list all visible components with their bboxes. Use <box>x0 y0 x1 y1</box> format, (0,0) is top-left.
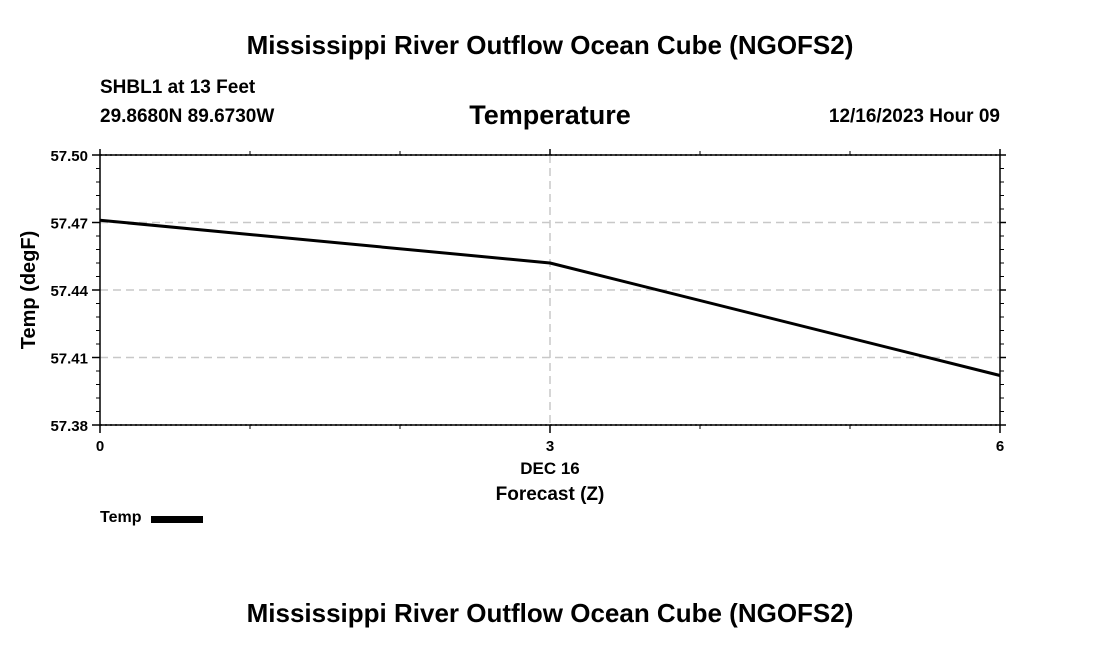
x-tick-label: 3 <box>546 438 554 455</box>
x-axis-label: Forecast (Z) <box>496 484 605 505</box>
y-tick-label: 57.44 <box>50 283 88 300</box>
legend-label-temp: Temp <box>100 509 142 526</box>
legend-swatch-temp <box>151 516 204 523</box>
station-label: SHBL1 at 13 Feet <box>100 77 256 98</box>
x-tick-labels: 0 3 6 <box>96 438 1004 455</box>
forecast-datetime: 12/16/2023 Hour 09 <box>828 106 1000 127</box>
chart-main-title: Mississippi River Outflow Ocean Cube (NG… <box>246 30 854 60</box>
grid-layer <box>100 154 1000 426</box>
variable-title: Temperature <box>469 100 631 130</box>
series-layer <box>99 218 1001 377</box>
station-coordinates: 29.8680N 89.6730W <box>100 106 275 127</box>
series-line-temp <box>99 218 1001 377</box>
y-tick-label: 57.41 <box>50 351 88 368</box>
y-tick-label: 57.47 <box>50 216 88 233</box>
ticks-layer <box>92 149 1006 433</box>
y-axis-label: Temp (degF) <box>18 231 40 350</box>
plot-frame <box>99 154 1001 426</box>
x-tick-label: 0 <box>96 438 104 455</box>
y-tick-labels: 57.38 57.41 57.44 57.47 57.50 <box>50 148 88 435</box>
x-tick-label: 6 <box>996 438 1004 455</box>
x-axis-date-label: DEC 16 <box>520 459 580 478</box>
legend: Temp <box>100 509 204 527</box>
y-tick-label: 57.50 <box>50 148 88 165</box>
footer-title: Mississippi River Outflow Ocean Cube (NG… <box>246 598 854 628</box>
y-tick-label: 57.38 <box>50 418 88 435</box>
